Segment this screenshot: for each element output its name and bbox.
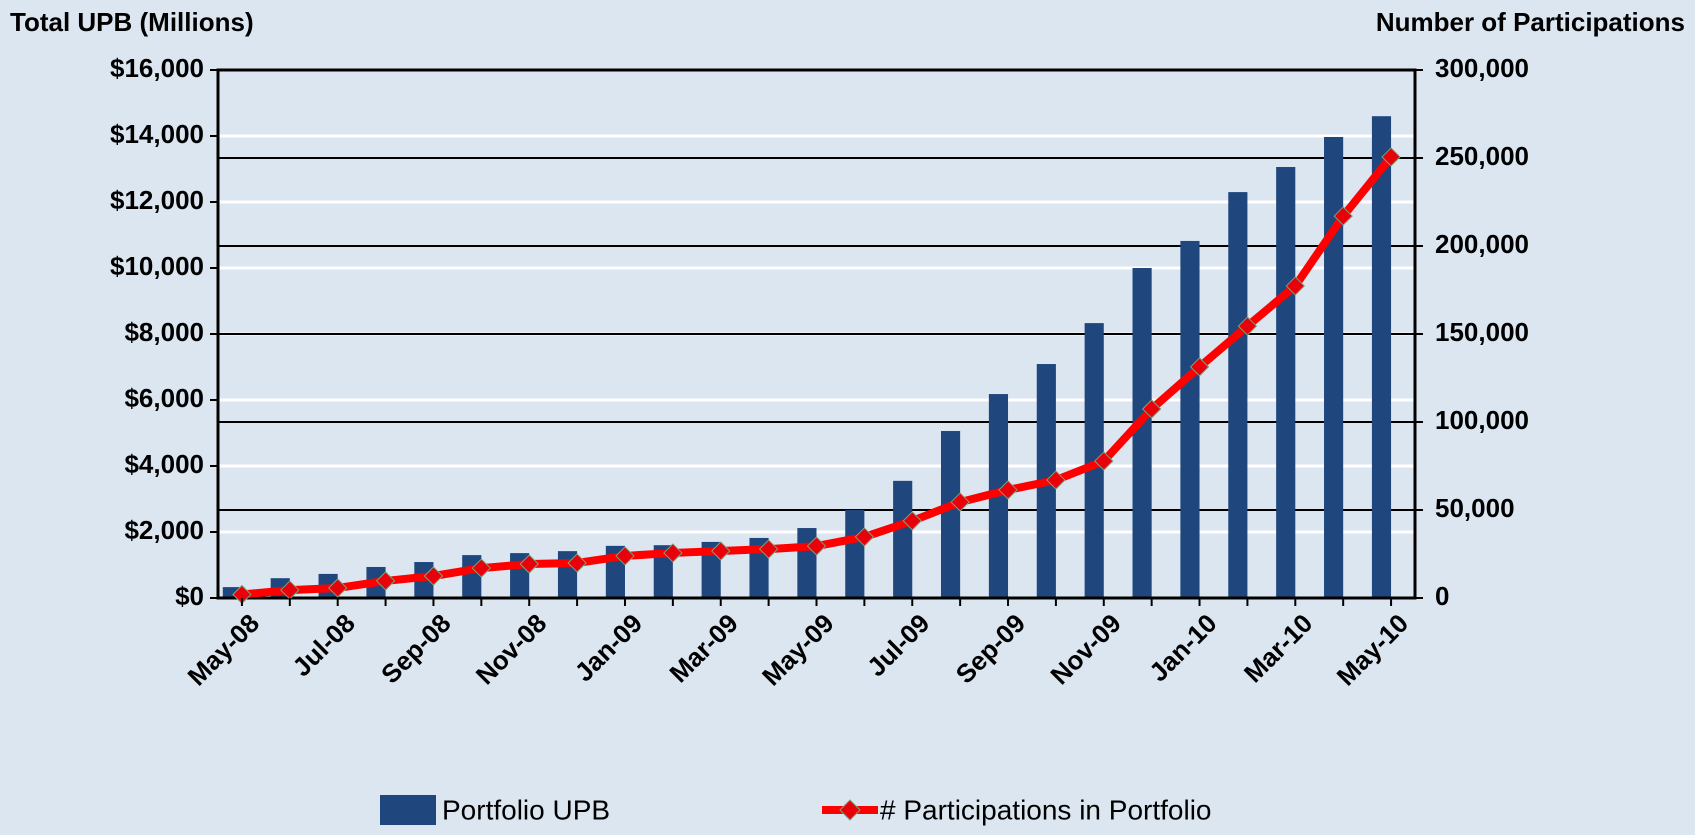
line-marker — [758, 539, 779, 559]
x-tick-label: May-08 — [181, 608, 265, 692]
bar — [222, 587, 242, 598]
y2-tick-label: 250,000 — [1435, 141, 1529, 171]
y-tick-label: $12,000 — [110, 185, 204, 215]
line-marker — [471, 558, 492, 578]
x-tick-label: Nov-09 — [1044, 608, 1127, 691]
x-tick-label: May-10 — [1331, 608, 1415, 692]
line-marker — [1141, 399, 1162, 419]
y-tick-label: $16,000 — [110, 53, 204, 83]
line-marker — [519, 554, 539, 574]
bar — [1084, 323, 1104, 598]
x-tick-label: Jan-09 — [569, 608, 648, 687]
y2-tick-label: 300,000 — [1435, 53, 1529, 83]
x-tick-label: Mar-09 — [663, 608, 743, 688]
y2-tick-label: 50,000 — [1435, 493, 1515, 523]
y-tick-label: $6,000 — [124, 383, 204, 413]
line-marker — [1189, 357, 1210, 377]
bar — [1371, 116, 1392, 598]
x-tick-label: Mar-10 — [1238, 608, 1318, 688]
y-tick-label: $10,000 — [110, 251, 204, 281]
y-tick-label: $0 — [175, 581, 204, 611]
x-tick-label: May-09 — [756, 608, 840, 692]
line-marker — [567, 553, 587, 573]
line-marker — [1381, 147, 1401, 167]
line-marker — [854, 527, 875, 547]
line-marker — [1094, 451, 1114, 471]
bar — [1276, 167, 1296, 598]
bar — [1180, 240, 1200, 598]
y2-tick-label: 0 — [1435, 581, 1449, 611]
bar — [1324, 136, 1344, 599]
line-marker — [902, 511, 922, 531]
line-marker — [998, 480, 1018, 500]
bar — [797, 528, 817, 598]
y-tick-label: $14,000 — [110, 119, 204, 149]
x-tick-label: Sep-08 — [375, 608, 457, 690]
line-marker — [423, 566, 444, 586]
legend-label: # Participations in Portfolio — [880, 794, 1212, 825]
line-marker — [615, 546, 635, 566]
line-marker — [950, 492, 970, 512]
line-marker — [1237, 316, 1258, 336]
line-marker — [1285, 276, 1306, 296]
line-marker — [663, 543, 683, 563]
line-marker — [1046, 470, 1066, 490]
line-marker — [327, 578, 348, 598]
y2-axis-title: Number of Participations — [1376, 7, 1685, 37]
bar — [940, 431, 961, 598]
line — [241, 154, 1395, 599]
line-marker — [806, 536, 827, 556]
x-tick-label: Nov-08 — [470, 608, 553, 691]
bar — [845, 509, 865, 598]
legend-swatch — [380, 795, 436, 825]
bar — [1228, 192, 1248, 598]
line-marker — [375, 571, 396, 591]
y-tick-label: $8,000 — [124, 317, 204, 347]
y-tick-label: $4,000 — [124, 449, 204, 479]
y2-tick-label: 200,000 — [1435, 229, 1529, 259]
y-tick-label: $2,000 — [124, 515, 204, 545]
y2-tick-label: 100,000 — [1435, 405, 1529, 435]
x-tick-label: Jan-10 — [1143, 608, 1222, 687]
x-tick-label: Jul-09 — [861, 608, 935, 682]
bar — [893, 480, 913, 598]
line-marker — [711, 541, 731, 561]
bar — [653, 545, 673, 598]
legend-label: Portfolio UPB — [442, 794, 610, 825]
line-marker — [1333, 206, 1353, 226]
y-axis-title: Total UPB (Millions) — [10, 7, 254, 37]
x-tick-label: Sep-09 — [950, 608, 1032, 690]
bar — [1132, 268, 1152, 598]
legend-marker — [839, 799, 861, 821]
y2-tick-label: 150,000 — [1435, 317, 1529, 347]
x-tick-label: Jul-08 — [286, 608, 360, 682]
